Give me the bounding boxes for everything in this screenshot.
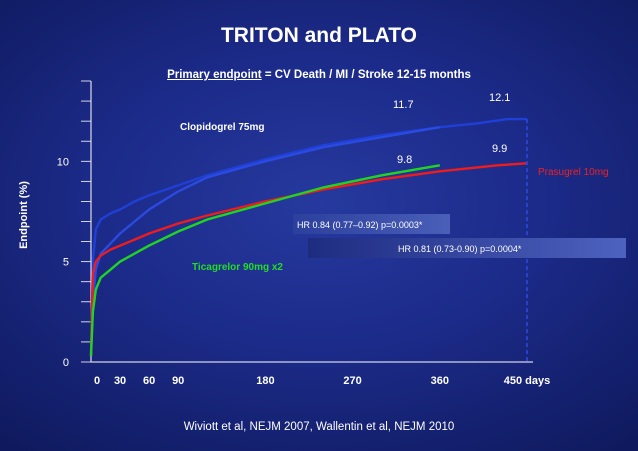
y-tick-label: 5 [63, 257, 69, 269]
series-line-prasugrel-10mg [89, 162, 528, 357]
series-line-ticagrelor-90mg-x2 [89, 164, 441, 357]
x-tick-label: 180 [256, 375, 274, 387]
subtitle-rest: = CV Death / MI / Stroke 12-15 months [261, 69, 471, 81]
y-tick-label: 0 [63, 357, 69, 369]
ticagrelor-label: Ticagrelor 90mg x2 [192, 262, 283, 273]
value-label-11-7: 11.7 [393, 99, 414, 111]
y-tick-label: 10 [57, 156, 69, 168]
series-line-clopidogrel-75mg-plato [89, 126, 441, 357]
citation: Wiviott et al, NEJM 2007, Wallentin et a… [183, 421, 455, 433]
prasugrel-label: Prasugrel 10mg [538, 167, 609, 178]
hr-box-triton [293, 214, 450, 234]
value-label-9-8: 9.8 [397, 154, 412, 166]
x-tick-label: 60 [143, 375, 155, 387]
x-tick-label: 0 [94, 375, 100, 387]
value-label-12-1: 12.1 [489, 92, 510, 104]
hr-text-plato: HR 0.81 (0.73-0.90) p=0.0004* [398, 244, 522, 254]
clopidogrel-label: Clopidogrel 75mg [180, 122, 264, 133]
x-tick-label: 450 days [504, 375, 550, 387]
x-tick-label: 30 [114, 375, 126, 387]
subtitle-underlined: Primary endpoint [167, 69, 262, 81]
hr-text-triton: HR 0.84 (0.77–0.92) p=0.0003* [297, 220, 423, 230]
x-tick-label: 90 [172, 375, 184, 387]
x-tick-label: 360 [431, 375, 449, 387]
series-line-clopidogrel-75mg-triton [89, 117, 527, 357]
chart-subtitle: Primary endpoint = CV Death / MI / Strok… [0, 69, 638, 81]
hr-box-plato [308, 238, 626, 258]
value-label-9-9: 9.9 [492, 143, 507, 155]
chart-title: TRITON and PLATO [220, 24, 417, 47]
x-tick-label: 270 [343, 375, 361, 387]
